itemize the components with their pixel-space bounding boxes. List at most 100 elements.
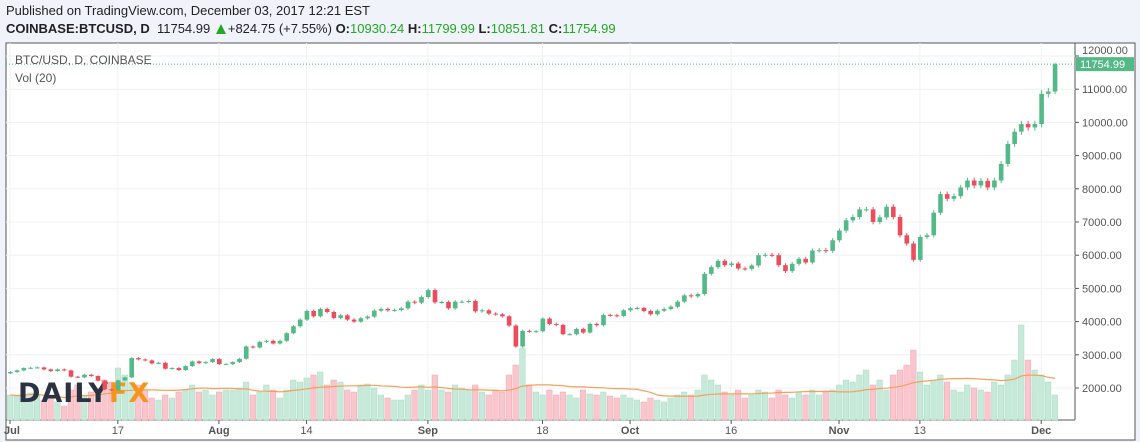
candle <box>675 300 680 309</box>
candle <box>419 295 424 305</box>
candle <box>877 214 883 225</box>
candle-body <box>61 369 67 371</box>
candle-body <box>607 314 613 316</box>
volume-bar <box>209 394 216 421</box>
volume-bar <box>566 394 573 421</box>
candle-body <box>830 240 835 251</box>
change: +824.75 (+7.55%) <box>227 21 332 36</box>
candle-body <box>803 258 808 263</box>
volume-bar <box>660 401 668 421</box>
candle <box>149 359 155 365</box>
candle <box>540 317 546 333</box>
volume-bar <box>721 391 728 421</box>
candle <box>122 376 128 382</box>
candle-body <box>655 310 660 315</box>
volume-bar <box>418 384 425 421</box>
candle-body <box>486 310 492 314</box>
candle-body <box>324 308 330 312</box>
candle-body <box>506 316 512 326</box>
volume-bar <box>505 374 512 421</box>
volume-bar <box>323 384 330 421</box>
candle-body <box>163 362 168 369</box>
volume-bar <box>539 394 546 421</box>
open-label: O: <box>335 21 351 36</box>
candle <box>560 323 566 336</box>
candle-body <box>493 313 498 315</box>
candle <box>223 363 229 366</box>
volume-bar <box>917 371 924 421</box>
candle-body <box>1005 143 1011 164</box>
volume-bar <box>162 394 169 421</box>
volume-bar <box>330 379 337 421</box>
candle <box>971 177 977 189</box>
candle-body <box>479 310 485 312</box>
candle <box>109 388 114 391</box>
volume-bar <box>7 394 14 421</box>
candle <box>789 261 795 273</box>
candle <box>324 307 330 314</box>
high-label: H: <box>407 21 422 36</box>
volume-bar <box>425 389 432 421</box>
volume-bar <box>836 384 843 421</box>
candle-body <box>688 295 694 297</box>
candle <box>500 312 505 318</box>
volume-bar <box>296 381 304 421</box>
candle-body <box>473 301 478 312</box>
candle-body <box>338 315 343 318</box>
candle <box>533 329 539 333</box>
candle-body <box>75 376 81 378</box>
candle-body <box>1032 124 1038 128</box>
volume-bar <box>303 377 310 421</box>
candle-body <box>742 268 748 270</box>
candle <box>486 308 492 316</box>
candle <box>776 253 782 268</box>
candle <box>695 292 701 298</box>
volume-bar <box>593 394 600 421</box>
candle-body <box>614 315 620 317</box>
volume-bar <box>357 384 364 421</box>
candle <box>843 217 849 233</box>
candle-body <box>675 301 680 307</box>
candle <box>904 233 910 246</box>
candle-body <box>587 323 593 333</box>
low-label: L: <box>478 21 491 36</box>
candle <box>870 206 876 225</box>
price-tick-label: 2000.00 <box>1082 383 1122 395</box>
volume-bar <box>755 389 762 421</box>
candle <box>830 238 835 253</box>
volume-bar <box>202 389 209 421</box>
candle-body <box>196 361 202 364</box>
volume-bar <box>290 379 297 421</box>
volume-bar <box>350 391 357 421</box>
candle-body <box>210 359 215 363</box>
candle <box>891 204 896 220</box>
candle <box>783 263 788 273</box>
candle <box>230 361 236 365</box>
candle-body <box>864 209 869 211</box>
candle-body <box>1012 131 1017 144</box>
candle-body <box>203 362 209 364</box>
candle-body <box>870 209 876 222</box>
candle <box>14 369 20 373</box>
candle-body <box>351 319 357 322</box>
candle-body <box>992 180 997 188</box>
candle <box>756 253 761 268</box>
volume-bar <box>61 405 68 421</box>
volume-bar <box>970 387 978 421</box>
candle-body <box>749 265 755 269</box>
candle-body <box>311 310 316 317</box>
candle-body <box>796 258 802 264</box>
candle <box>554 322 559 327</box>
candle-body <box>695 294 701 297</box>
candle <box>318 307 323 318</box>
volume-bar <box>478 391 486 421</box>
volume-bar <box>229 389 236 421</box>
candle <box>857 206 862 220</box>
volume-bar <box>856 374 863 421</box>
volume-bar <box>553 394 560 421</box>
last-price-label: 11754.99 <box>1080 59 1125 71</box>
volume-bar <box>687 394 694 421</box>
candle-body <box>756 255 761 266</box>
volume-bar <box>802 394 809 421</box>
